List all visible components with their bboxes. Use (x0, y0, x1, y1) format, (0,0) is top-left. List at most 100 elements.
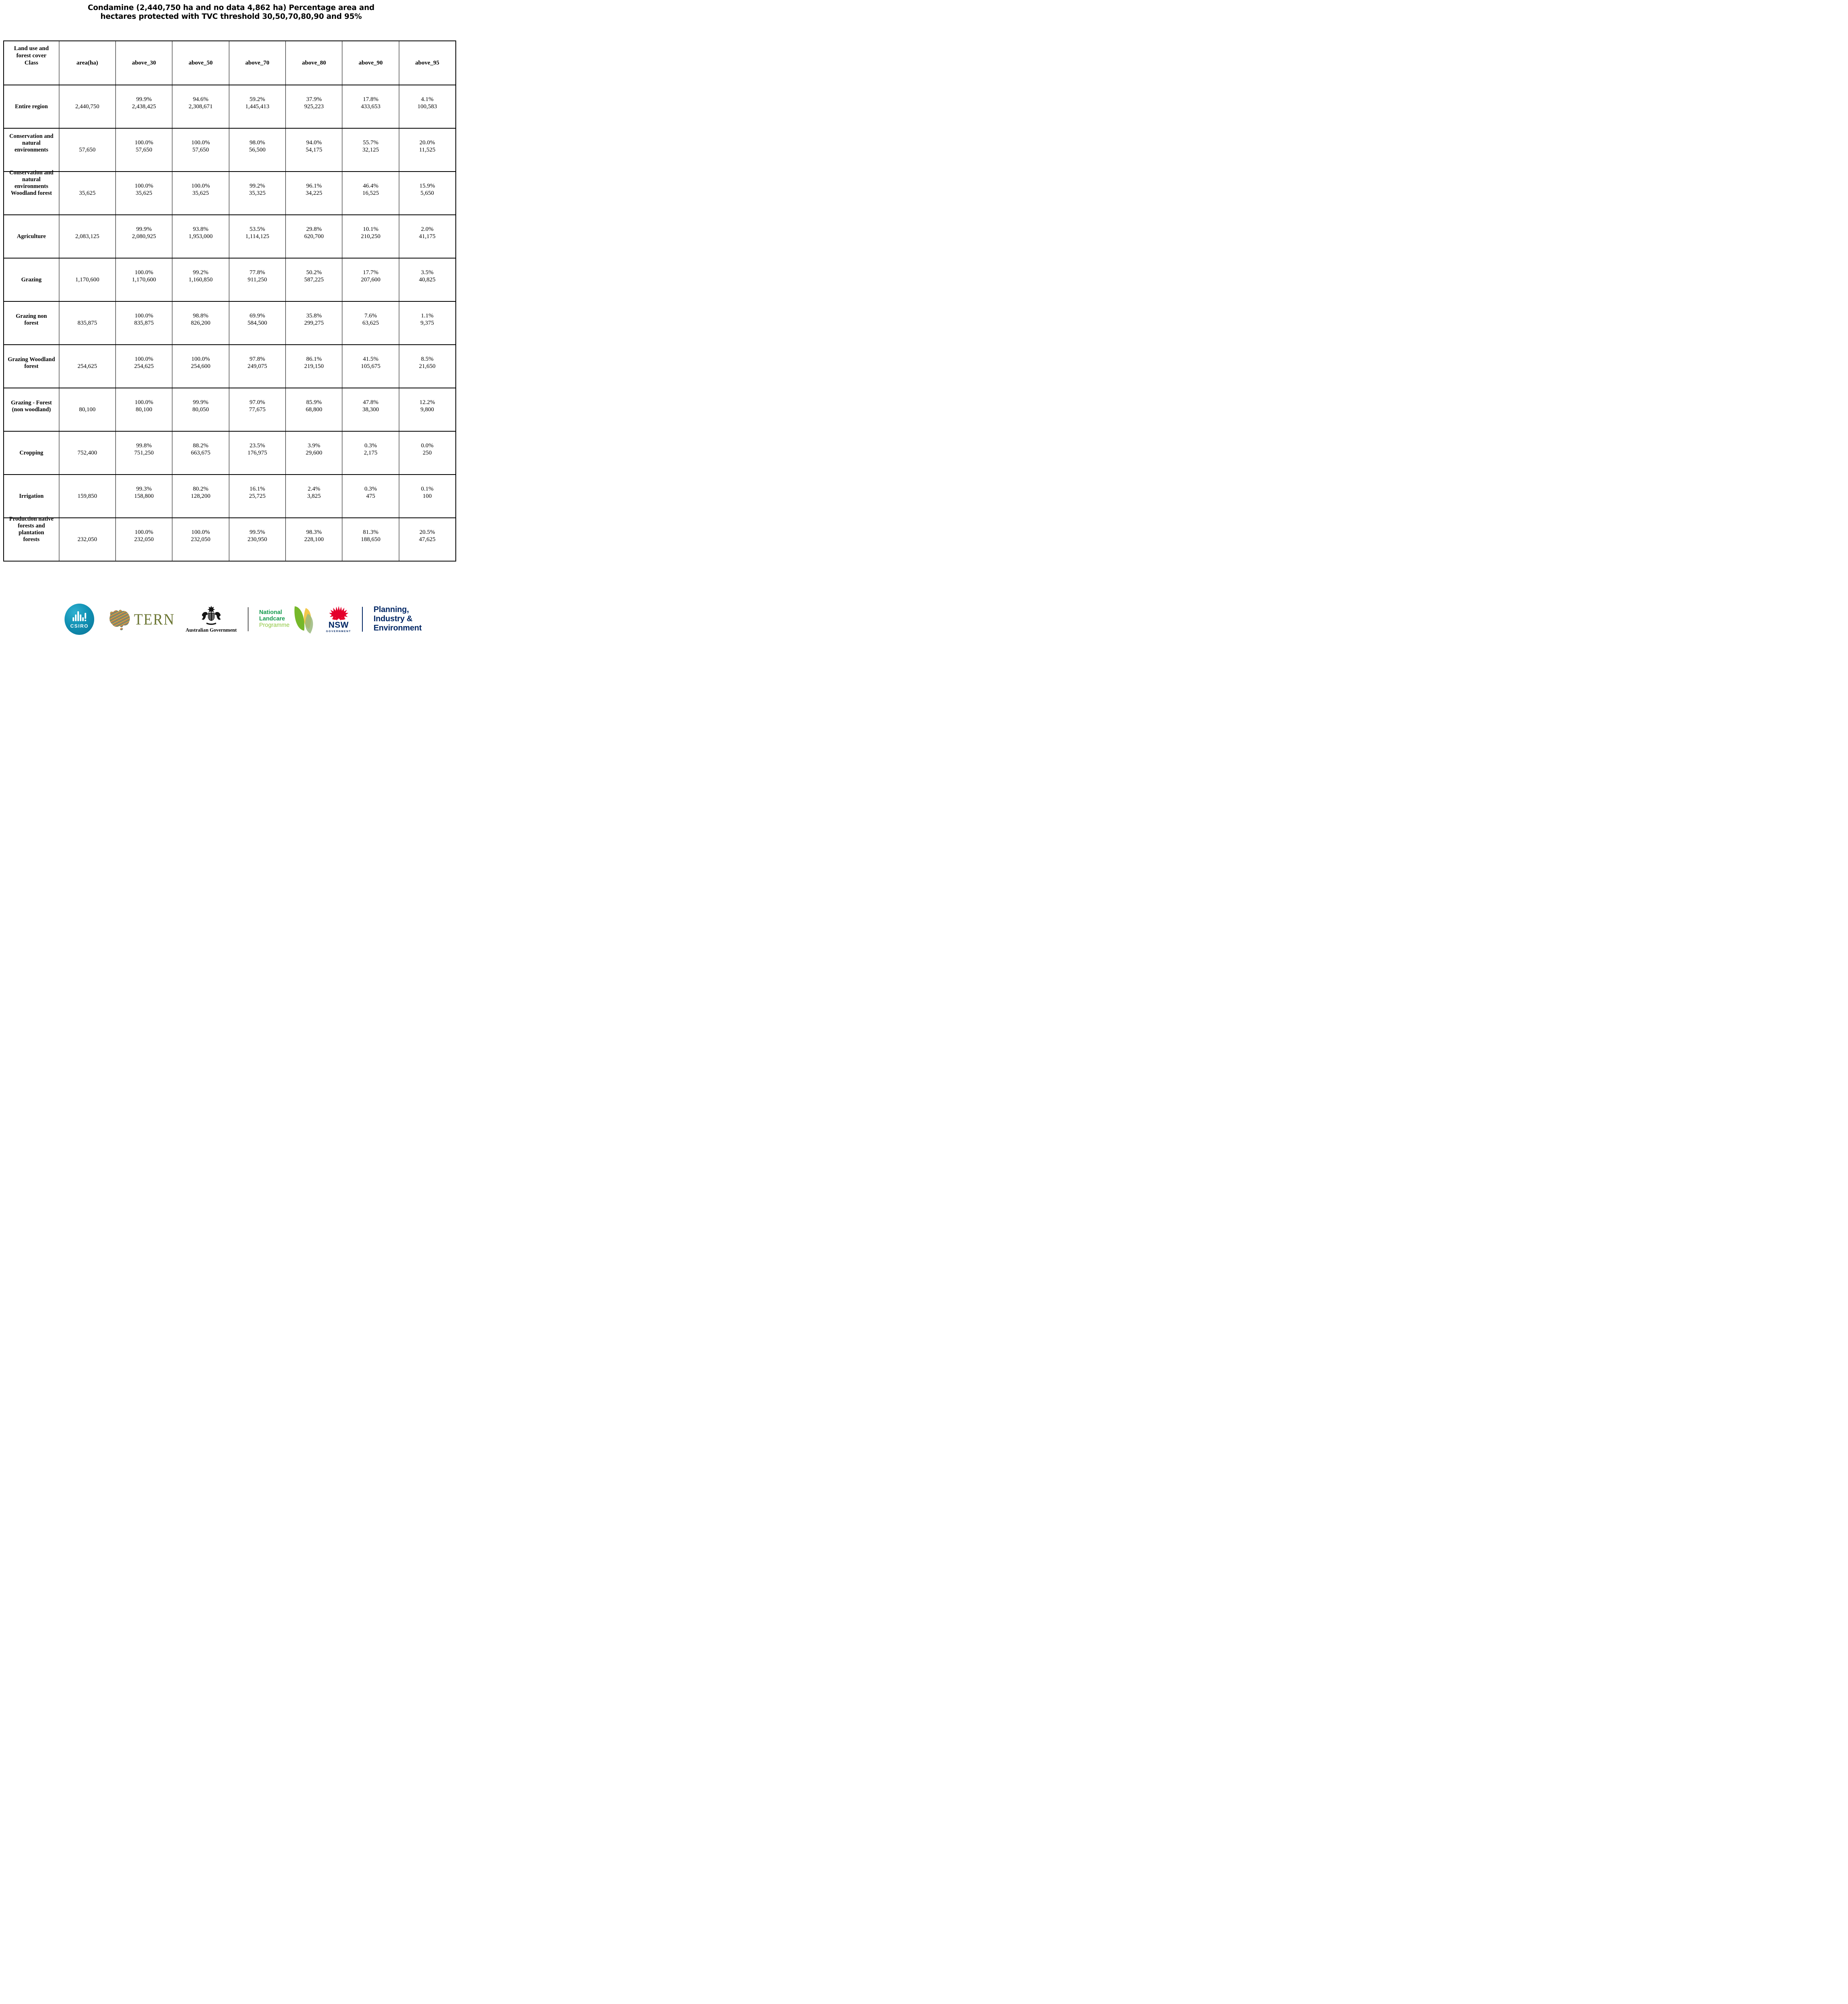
australian-government-logo: Australian Government (186, 605, 237, 633)
area-ha-cell: 2,083,125 (59, 214, 116, 259)
land-use-class-cell: Entire region (3, 85, 59, 129)
threshold-cell: 86.1% 219,150 (285, 344, 343, 388)
column-header-7: above_95 (398, 40, 456, 85)
threshold-cell: 69.9% 584,500 (228, 301, 286, 345)
table-row: Grazing - Forest (non woodland) 80,100 100.… (3, 388, 456, 432)
pie-line2: Industry & (373, 614, 412, 623)
threshold-cell: 29.8% 620,700 (285, 214, 343, 259)
threshold-cell: 3.9% 29,600 (285, 431, 343, 475)
header-row: Land use and forest cover Class area(ha) abo… (3, 40, 456, 85)
pie-line3: Environment (373, 624, 422, 632)
column-header-6: above_90 (342, 40, 399, 85)
land-use-class-cell: Grazing (3, 258, 59, 302)
threshold-cell: 0.1% 100 (398, 474, 456, 518)
threshold-cell: 0.3% 475 (342, 474, 399, 518)
table-row: Grazing Woodland forest 254,625 100.0% 254,6… (3, 344, 456, 388)
threshold-cell: 98.3% 228,100 (285, 517, 343, 562)
tern-logo: TERN (105, 607, 175, 631)
land-use-class-cell: Grazing - Forest (non woodland) (3, 388, 59, 432)
tern-label: TERN (134, 610, 175, 628)
threshold-cell: 93.8% 1,953,000 (172, 214, 229, 259)
table-row: Grazing 1,170,600 100.0% 1,170,600 99.2% 1,16… (3, 258, 456, 302)
threshold-cell: 20.0% 11,525 (398, 128, 456, 172)
waratah-icon (329, 606, 348, 620)
area-ha-cell: 35,625 (59, 171, 116, 215)
threshold-cell: 35.8% 299,275 (285, 301, 343, 345)
threshold-cell: 37.9% 925,223 (285, 85, 343, 129)
threshold-cell: 41.5% 105,675 (342, 344, 399, 388)
threshold-cell: 98.8% 826,200 (172, 301, 229, 345)
threshold-cell: 98.0% 56,500 (228, 128, 286, 172)
csiro-icon: CSIRO (65, 603, 95, 635)
table-row: Production native forests and plantation fo… (3, 516, 456, 562)
data-table: Land use and forest cover Class area(ha) abo… (3, 40, 456, 562)
threshold-cell: 99.9% 2,080,925 (115, 214, 173, 259)
threshold-cell: 59.2% 1,445,413 (228, 85, 286, 129)
csiro-label: CSIRO (70, 623, 89, 629)
threshold-cell: 77.8% 911,250 (228, 258, 286, 302)
column-header-3: above_50 (172, 40, 229, 85)
threshold-cell: 100.0% 80,100 (115, 388, 173, 432)
threshold-cell: 50.2% 587,225 (285, 258, 343, 302)
coat-of-arms-icon (201, 605, 221, 625)
footer-logos: CSIRO TERN (0, 600, 462, 638)
area-ha-cell: 159,850 (59, 474, 116, 518)
threshold-cell: 100.0% 35,625 (115, 171, 173, 215)
threshold-cell: 80.2% 128,200 (172, 474, 229, 518)
land-use-class-cell: Production native forests and plantation fo… (3, 516, 59, 562)
csiro-logo: CSIRO (65, 603, 95, 635)
page-title-line2: hectares protected with TVC threshold 30… (100, 12, 362, 21)
threshold-cell: 88.2% 663,675 (172, 431, 229, 475)
australian-government-label: Australian Government (186, 627, 237, 633)
table-row: Agriculture 2,083,125 99.9% 2,080,925 93.8% 1… (3, 214, 456, 259)
threshold-cell: 100.0% 1,170,600 (115, 258, 173, 302)
land-use-class-cell: Conservation and natural environments Woodl… (3, 170, 59, 215)
threshold-cell: 7.6% 63,625 (342, 301, 399, 345)
area-ha-cell: 232,050 (59, 517, 116, 562)
threshold-cell: 99.9% 2,438,425 (115, 85, 173, 129)
nsw-government-logo: NSW GOVERNMENT (326, 606, 351, 633)
threshold-cell: 17.8% 433,653 (342, 85, 399, 129)
threshold-cell: 23.5% 176,975 (228, 431, 286, 475)
land-use-class-cell: Grazing non forest (3, 301, 59, 345)
land-use-class-cell: Grazing Woodland forest (3, 344, 59, 388)
threshold-cell: 15.9% 5,650 (398, 171, 456, 215)
threshold-cell: 8.5% 21,650 (398, 344, 456, 388)
threshold-cell: 3.5% 40,825 (398, 258, 456, 302)
threshold-cell: 97.8% 249,075 (228, 344, 286, 388)
table-row: Cropping 752,400 99.8% 751,250 88.2% 663,675 2… (3, 431, 456, 475)
land-use-class-cell: Cropping (3, 431, 59, 475)
page-title-line1: Condamine (2,440,750 ha and no data 4,86… (87, 4, 375, 12)
threshold-cell: 12.2% 9,800 (398, 388, 456, 432)
planning-industry-environment-logo: Planning, Industry & Environment (374, 605, 422, 633)
area-ha-cell: 57,650 (59, 128, 116, 172)
column-header-5: above_80 (285, 40, 343, 85)
threshold-cell: 1.1% 9,375 (398, 301, 456, 345)
area-ha-cell: 752,400 (59, 431, 116, 475)
table-row: Entire region 2,440,750 99.9% 2,438,425 94.6… (3, 85, 456, 129)
threshold-cell: 100.0% 835,875 (115, 301, 173, 345)
table-row: Irrigation 159,850 99.3% 158,800 80.2% 128,20… (3, 474, 456, 518)
landcare-label: National Landcare Programme (259, 609, 290, 628)
area-ha-cell: 2,440,750 (59, 85, 116, 129)
threshold-cell: 46.4% 16,525 (342, 171, 399, 215)
column-header-1: area(ha) (59, 40, 116, 85)
national-landcare-logo: National Landcare Programme (259, 606, 319, 634)
threshold-cell: 96.1% 34,225 (285, 171, 343, 215)
area-ha-cell: 254,625 (59, 344, 116, 388)
threshold-cell: 94.6% 2,308,671 (172, 85, 229, 129)
threshold-cell: 99.3% 158,800 (115, 474, 173, 518)
threshold-cell: 99.2% 1,160,850 (172, 258, 229, 302)
threshold-cell: 99.2% 35,325 (228, 171, 286, 215)
threshold-cell: 99.9% 80,050 (172, 388, 229, 432)
table-row: Grazing non forest 835,875 100.0% 835,875 98.… (3, 301, 456, 345)
table-row: Conservation and natural environments Woodl… (3, 170, 456, 215)
land-use-class-cell: Agriculture (3, 214, 59, 259)
threshold-cell: 94.0% 54,175 (285, 128, 343, 172)
threshold-cell: 47.8% 38,300 (342, 388, 399, 432)
land-use-class-cell: Irrigation (3, 474, 59, 518)
threshold-cell: 2.0% 41,175 (398, 214, 456, 259)
divider (247, 607, 249, 631)
threshold-cell: 100.0% 35,625 (172, 171, 229, 215)
threshold-cell: 4.1% 100,583 (398, 85, 456, 129)
